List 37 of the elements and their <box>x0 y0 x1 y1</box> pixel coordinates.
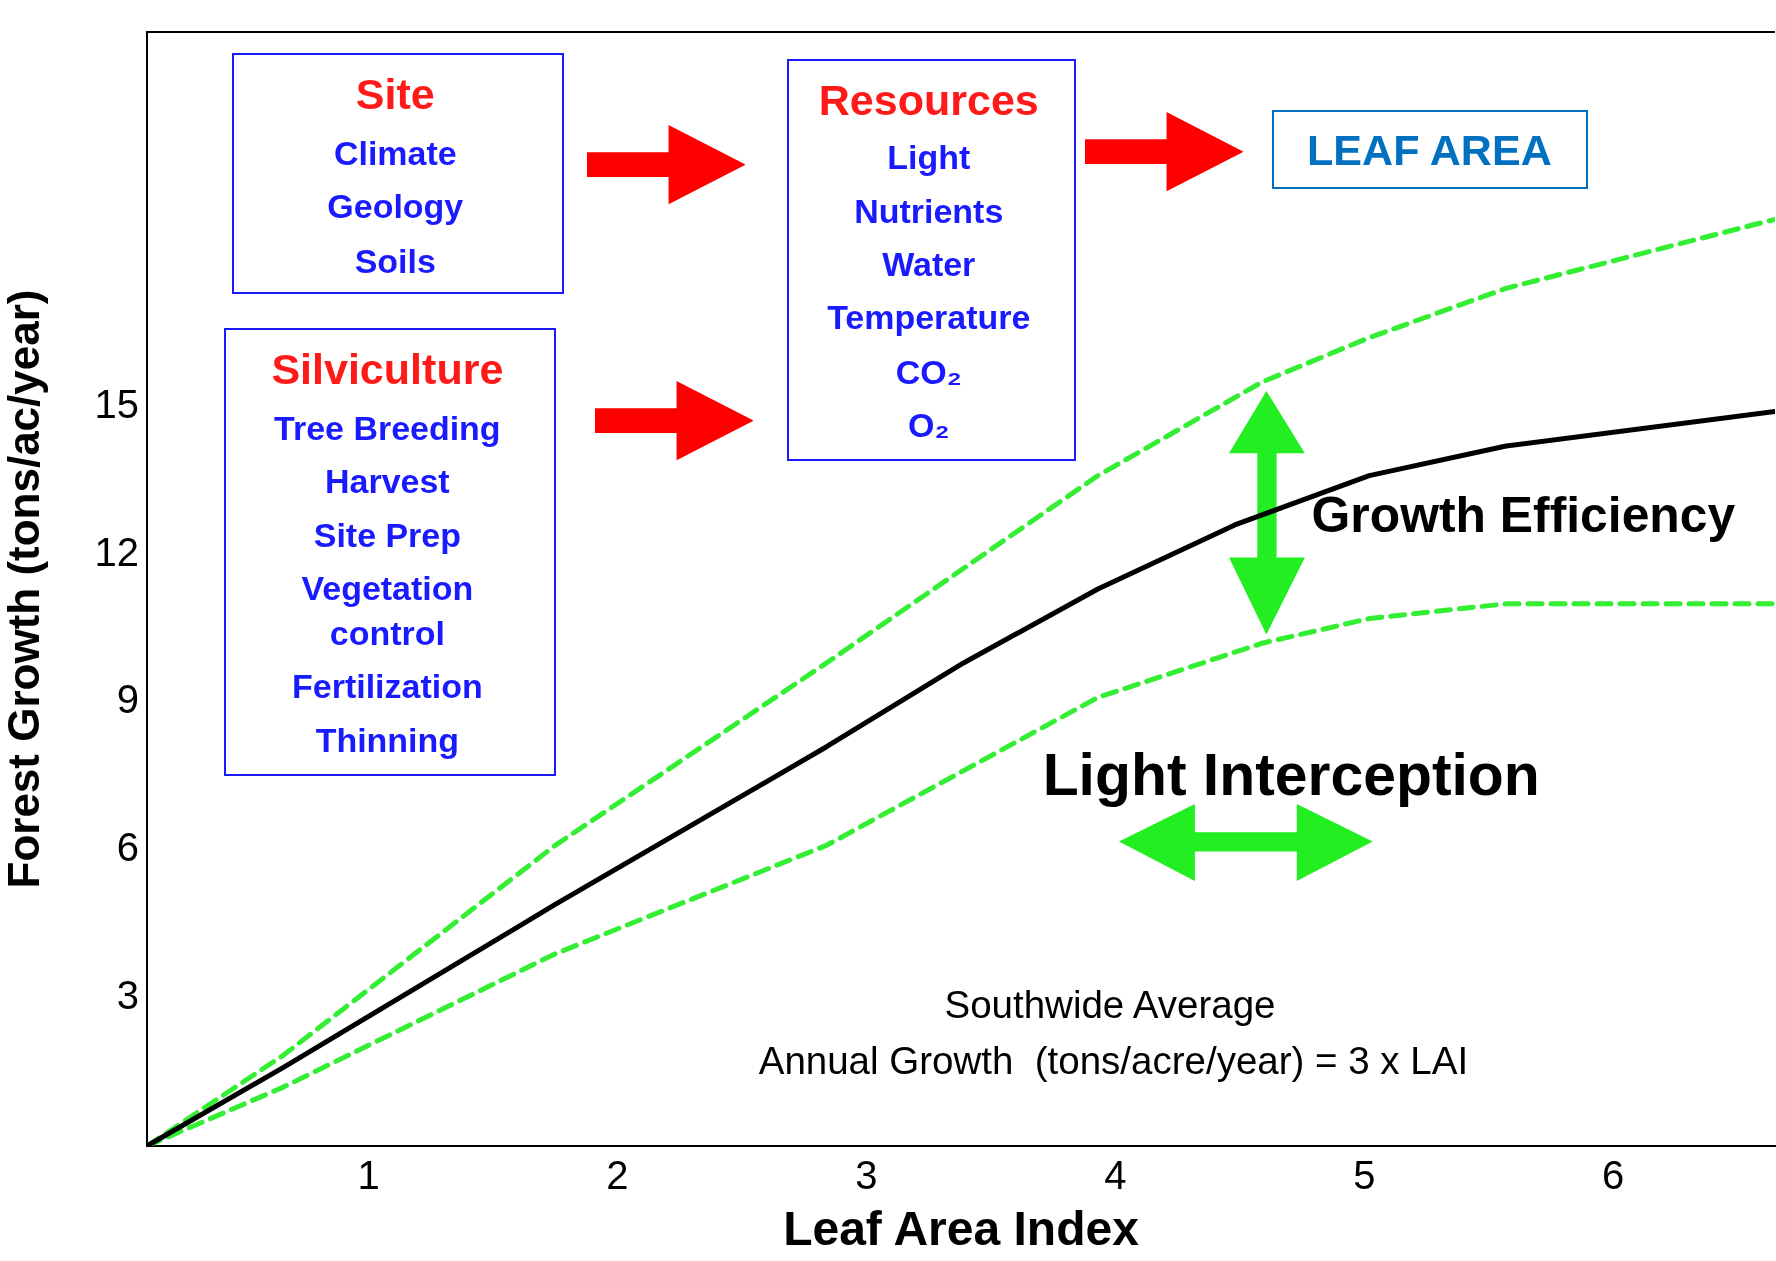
x-axis-title: Leaf Area Index <box>783 1202 1140 1256</box>
x-tick-label: 2 <box>606 1153 629 1198</box>
annotation: Climate <box>333 133 457 173</box>
annotation: Silviculture <box>271 344 504 394</box>
annotation: Thinning <box>315 720 460 760</box>
y-tick-label: 15 <box>94 381 139 426</box>
annotation: Site Prep <box>313 515 461 555</box>
annotation: Nutrients <box>854 191 1004 231</box>
annotation: Tree Breeding <box>274 408 501 448</box>
annotation: Geology <box>327 186 464 226</box>
y-tick-label: 6 <box>116 825 139 870</box>
x-tick-label: 1 <box>357 1153 380 1198</box>
y-tick-label: 3 <box>116 973 139 1018</box>
annotation: Vegetation <box>301 568 474 608</box>
annotation: Southwide Average <box>944 982 1276 1027</box>
annotation: CO₂ <box>895 352 962 391</box>
y-axis-title: Forest Growth (tons/ac/year) <box>0 289 48 889</box>
annotation: Temperature <box>827 297 1031 337</box>
annotation: Growth Efficiency <box>1311 486 1736 545</box>
annotation: Site <box>355 69 435 119</box>
annotation: Light Interception <box>1042 740 1540 808</box>
annotation: Light <box>887 137 971 177</box>
x-tick-label: 6 <box>1602 1153 1625 1198</box>
annotation: Soils <box>354 241 436 280</box>
annotation: Harvest <box>325 461 450 501</box>
annotation: Resources <box>818 75 1039 125</box>
annotation: Annual Growth (tons/acre/year) = 3 x LAI <box>758 1039 1469 1084</box>
y-tick-label: 12 <box>94 529 139 574</box>
annotation: Fertilization <box>292 666 483 706</box>
x-tick-label: 3 <box>855 1153 878 1198</box>
x-tick-label: 4 <box>1104 1153 1127 1198</box>
annotation: control <box>329 613 445 653</box>
annotation: Water <box>882 244 976 284</box>
x-tick-label: 5 <box>1353 1153 1376 1198</box>
annotation: O₂ <box>908 405 950 445</box>
y-tick-label: 9 <box>116 677 139 722</box>
annotation: LEAF AREA <box>1307 125 1552 174</box>
